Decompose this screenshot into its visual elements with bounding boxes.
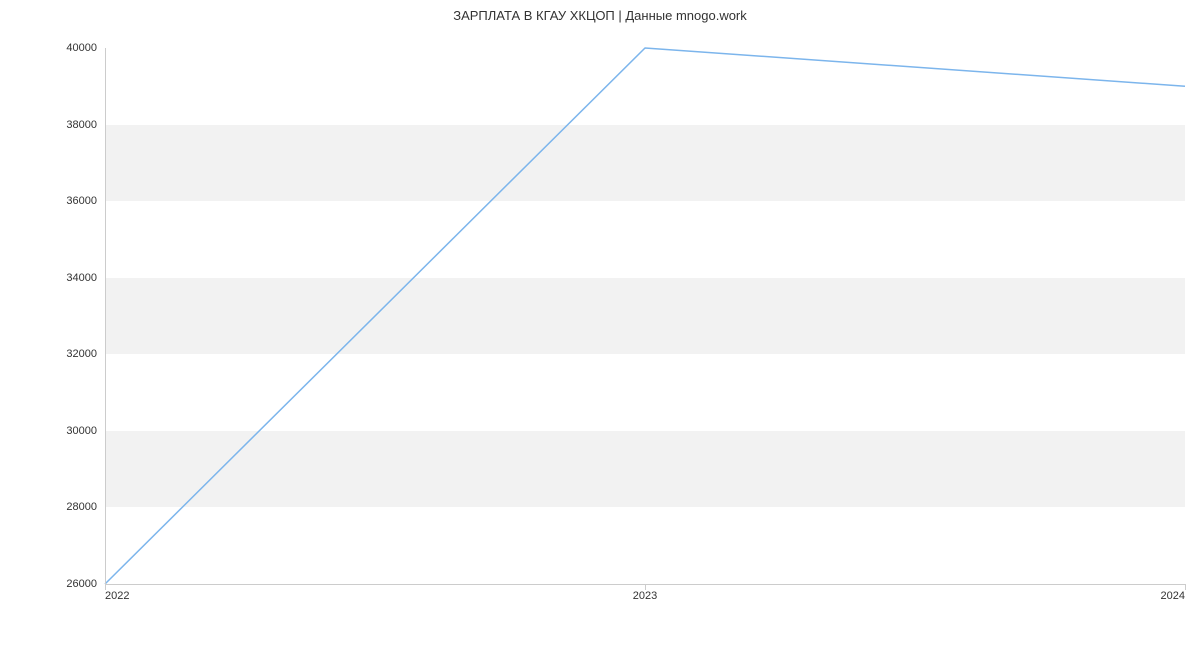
y-tick-label: 34000 [66, 272, 105, 284]
y-tick-label: 38000 [66, 119, 105, 131]
y-axis-line [105, 48, 106, 584]
y-tick-label: 26000 [66, 578, 105, 590]
y-tick-label: 40000 [66, 42, 105, 54]
x-tick-mark [1185, 584, 1186, 590]
series-salary [105, 48, 1185, 584]
chart-container: ЗАРПЛАТА В КГАУ ХКЦОП | Данные mnogo.wor… [0, 0, 1200, 650]
plot-area: 2600028000300003200034000360003800040000… [105, 48, 1185, 584]
x-tick-label: 2022 [105, 584, 129, 602]
y-tick-label: 36000 [66, 195, 105, 207]
y-tick-label: 28000 [66, 501, 105, 513]
y-tick-label: 30000 [66, 425, 105, 437]
y-tick-label: 32000 [66, 348, 105, 360]
chart-title: ЗАРПЛАТА В КГАУ ХКЦОП | Данные mnogo.wor… [0, 8, 1200, 23]
x-tick-label: 2023 [633, 584, 657, 602]
line-series [105, 48, 1185, 584]
x-tick-label: 2024 [1161, 584, 1185, 602]
